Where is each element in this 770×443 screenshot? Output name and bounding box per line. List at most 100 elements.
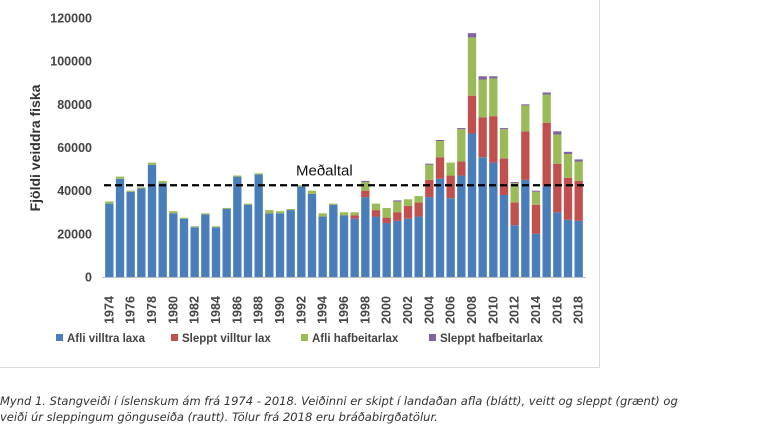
- x-tick-label: 1996: [337, 296, 351, 324]
- bar-segment: [243, 203, 253, 205]
- bar-segment: [425, 179, 434, 198]
- x-tick-label: 2012: [508, 296, 522, 324]
- bar-segment: [478, 76, 487, 80]
- y-tick-label: 80000: [57, 98, 92, 112]
- bar-segment: [254, 174, 263, 277]
- bar-segment: [542, 122, 551, 187]
- bar-segment: [393, 220, 402, 277]
- bar-segment: [254, 173, 263, 175]
- bar-segment: [563, 151, 573, 154]
- bar-segment: [307, 190, 317, 194]
- x-tick-label: 1986: [230, 296, 244, 324]
- bar-segment: [350, 218, 359, 277]
- bar-segment: [158, 180, 167, 184]
- bar-segment: [531, 204, 541, 234]
- bar-segment: [329, 203, 338, 205]
- legend-label: Sleppt hafbeitarlax: [440, 333, 543, 345]
- x-tick-label: 2014: [529, 296, 543, 324]
- bar-segment: [158, 183, 167, 277]
- bar-segment: [179, 217, 189, 219]
- bar-segment: [190, 227, 199, 277]
- y-tick-label: 0: [85, 271, 92, 285]
- y-tick-label: 60000: [57, 141, 92, 155]
- bar-segment: [499, 194, 509, 277]
- bar-segment: [105, 203, 114, 277]
- bars: [105, 33, 583, 278]
- bar-segment: [382, 207, 391, 218]
- bar-segment: [531, 191, 541, 205]
- bar-segment: [510, 225, 519, 277]
- bar-segment: [499, 129, 509, 159]
- x-tick-label: 1988: [252, 296, 266, 324]
- bar-segment: [233, 176, 242, 277]
- bar-segment: [435, 157, 445, 179]
- bar-segment: [243, 204, 253, 277]
- bar-segment: [275, 211, 285, 214]
- x-tick-label: 2016: [550, 296, 564, 324]
- bar-segment: [382, 223, 391, 277]
- bar-segment: [147, 164, 157, 277]
- bar-segment: [137, 188, 146, 277]
- bar-segment: [457, 175, 466, 277]
- bar-segment: [371, 203, 381, 211]
- bar-segment: [393, 200, 402, 202]
- bar-segment: [393, 212, 402, 221]
- bar-segment: [542, 94, 551, 123]
- bar-segment: [190, 226, 199, 228]
- bar-segment: [553, 163, 562, 213]
- y-tick-label: 100000: [50, 55, 92, 69]
- x-tick-label: 2000: [380, 296, 394, 324]
- bar-segment: [425, 164, 434, 180]
- bar-segment: [233, 175, 242, 177]
- bar-segment: [339, 215, 349, 277]
- x-tick-label: 1974: [102, 296, 116, 324]
- bar-segment: [531, 233, 541, 277]
- bar-segment: [521, 105, 530, 132]
- x-axis-ticks: 1974 1976 1978 1980 1982 1984 1986 1988 1990 1992…: [102, 296, 585, 324]
- bar-segment: [499, 158, 509, 195]
- bar-segment: [457, 129, 466, 162]
- bar-segment: [478, 79, 487, 118]
- bar-segment: [489, 78, 498, 117]
- x-tick-label: 1980: [166, 296, 180, 324]
- bar-segment: [435, 141, 445, 158]
- x-tick-label: 2018: [572, 296, 586, 324]
- bar-segment: [382, 217, 391, 224]
- x-tick-label: 2008: [465, 296, 479, 324]
- bar-segment: [318, 213, 327, 217]
- x-tick-label: 2006: [444, 296, 458, 324]
- x-tick-label: 1978: [145, 296, 159, 324]
- x-tick-label: 1982: [188, 296, 202, 324]
- bar-segment: [222, 209, 231, 277]
- bar-segment: [435, 139, 445, 142]
- bar-segment: [211, 227, 221, 277]
- bar-segment: [286, 209, 295, 211]
- bar-segment: [521, 179, 530, 278]
- x-tick-label: 1976: [124, 296, 138, 324]
- figure-caption: Mynd 1. Stangveiði í íslenskum ám frá 19…: [0, 393, 770, 425]
- bar-segment: [574, 180, 583, 221]
- bar-segment: [563, 219, 573, 277]
- bar-segment: [531, 190, 541, 192]
- chart-frame: Fjöldi veiddra fiska 0 20000 40000 60000 800…: [0, 0, 600, 368]
- bar-segment: [425, 163, 434, 165]
- stacked-bar-chart: Fjöldi veiddra fiska 0 20000 40000 60000 800…: [27, 12, 586, 345]
- bar-segment: [489, 116, 498, 163]
- bar-segment: [467, 37, 477, 96]
- bar-segment: [339, 212, 349, 216]
- bar-segment: [553, 212, 562, 277]
- bar-segment: [297, 185, 306, 187]
- legend-label: Sleppt villtur lax: [182, 333, 271, 345]
- bar-segment: [403, 205, 413, 219]
- average-line-label: Meðaltal: [296, 162, 353, 179]
- bar-segment: [169, 213, 178, 277]
- bar-segment: [563, 177, 573, 220]
- bar-segment: [201, 213, 210, 215]
- x-tick-label: 1992: [294, 296, 308, 324]
- bar-segment: [425, 197, 434, 277]
- bar-segment: [201, 214, 210, 277]
- bar-segment: [361, 190, 370, 198]
- bar-segment: [307, 193, 317, 277]
- bar-segment: [446, 198, 455, 277]
- legend: Afli villtra laxa Sleppt villtur lax Afli …: [56, 333, 543, 345]
